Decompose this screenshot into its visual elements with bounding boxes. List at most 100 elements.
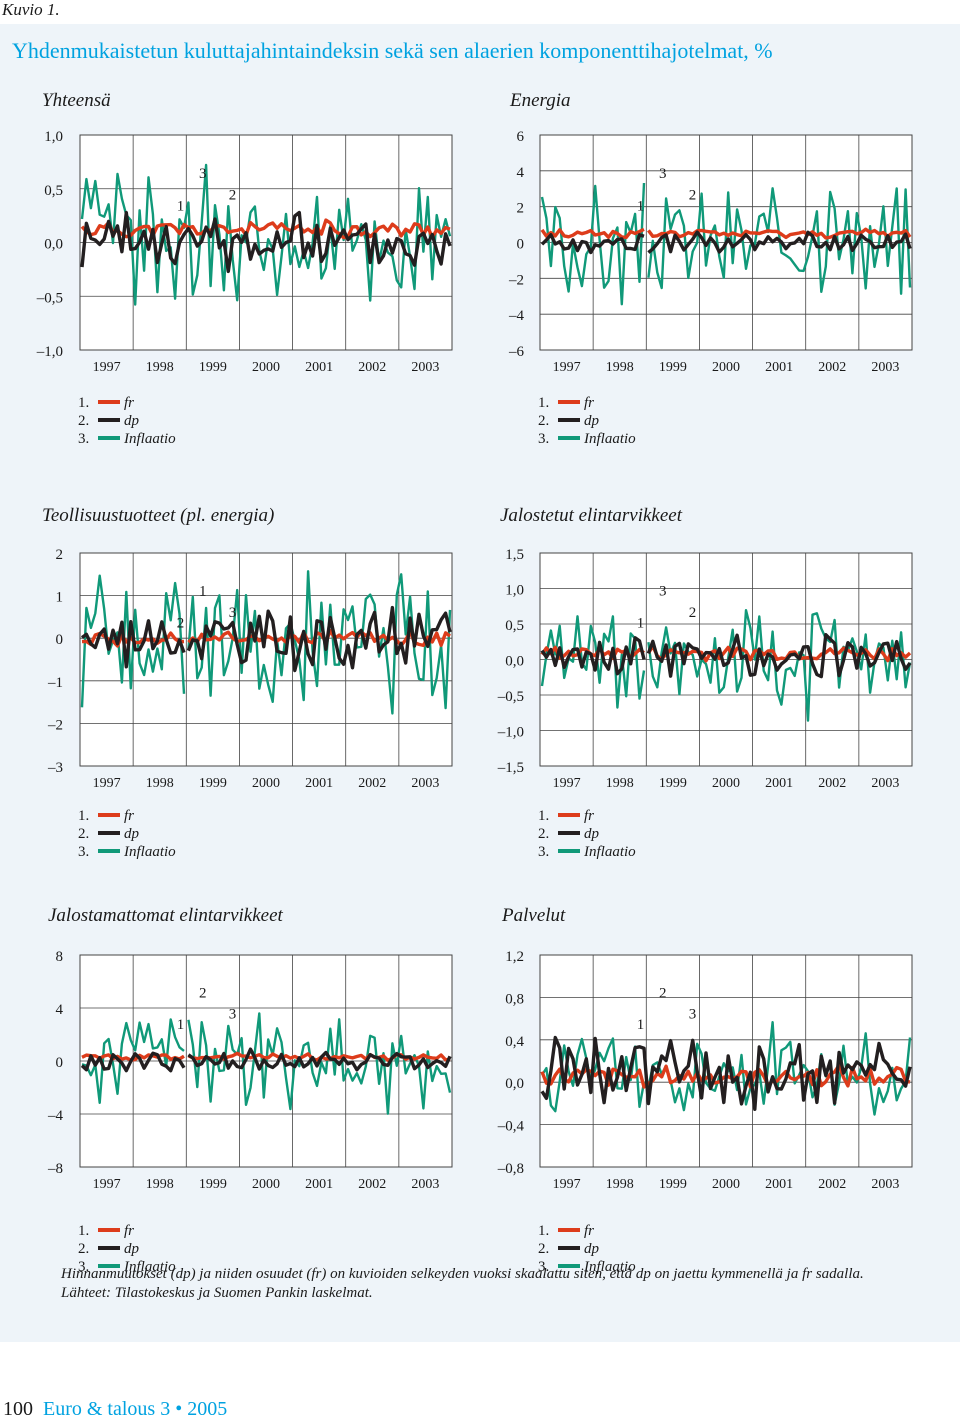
legend-number: 2. — [538, 826, 549, 842]
legend-number: 3. — [538, 844, 549, 860]
x-tick-label: 1999 — [659, 1177, 687, 1192]
series-line-inflaatio — [647, 609, 912, 722]
x-tick-label: 2003 — [411, 776, 439, 791]
legend-label: fr — [124, 395, 134, 411]
y-tick-label: –6 — [508, 344, 525, 360]
y-tick-label: 2 — [517, 201, 525, 217]
series-annotation: 3 — [659, 584, 667, 600]
series-annotation: 2 — [229, 188, 237, 204]
y-tick-label: 8 — [56, 949, 64, 965]
x-tick-label: 2003 — [871, 1177, 899, 1192]
series-annotation: 2 — [689, 605, 697, 621]
y-tick-label: –1 — [47, 675, 63, 691]
x-tick-label: 1997 — [93, 360, 121, 375]
y-tick-label: 0 — [56, 1055, 64, 1071]
x-tick-label: 2000 — [712, 776, 740, 791]
y-tick-label: –0,5 — [497, 689, 524, 705]
series-line-dp — [540, 636, 646, 676]
y-tick-label: –2 — [508, 272, 524, 288]
series-line-inflaatio — [540, 182, 646, 306]
y-tick-label: 6 — [517, 129, 525, 145]
x-tick-label: 1998 — [146, 776, 174, 791]
x-tick-label: 1998 — [606, 1177, 634, 1192]
series-line-fr — [647, 227, 912, 240]
x-tick-label: 2000 — [712, 360, 740, 375]
note-scaling: Hinnanmuutokset (dp) ja niiden osuudet (… — [61, 1266, 864, 1282]
x-tick-label: 1999 — [199, 776, 227, 791]
figure-title: Yhdenmukaistetun kuluttajahintaindeksin … — [12, 38, 773, 63]
plot-area — [79, 552, 453, 767]
series-annotation: 3 — [199, 166, 207, 182]
y-tick-label: –1,0 — [36, 344, 63, 360]
legend-number: 1. — [78, 808, 89, 824]
x-tick-label: 2003 — [871, 776, 899, 791]
x-tick-label: 1997 — [553, 1177, 581, 1192]
y-tick-label: 0,8 — [505, 991, 524, 1007]
series-annotation: 3 — [659, 166, 667, 182]
x-tick-label: 2002 — [818, 776, 846, 791]
figure-label: Kuvio 1. — [2, 0, 60, 19]
series-line-dp — [80, 1051, 186, 1073]
x-tick-label: 1997 — [93, 1177, 121, 1192]
series-annotation: 3 — [229, 605, 237, 621]
x-tick-label: 2001 — [305, 360, 333, 375]
chart-title: Teollisuustuotteet (pl. energia) — [42, 505, 274, 526]
x-tick-label: 1999 — [659, 776, 687, 791]
x-tick-label: 2002 — [358, 360, 386, 375]
figure-notes: Hinnanmuutokset (dp) ja niiden osuudet (… — [61, 1265, 864, 1303]
chart-title: Yhteensä — [42, 90, 111, 111]
legend-number: 2. — [538, 413, 549, 429]
legend-label: dp — [584, 413, 600, 429]
series-annotation: 1 — [177, 1017, 185, 1033]
chart-title: Jalostetut elintarvikkeet — [500, 505, 683, 526]
y-tick-label: 1,0 — [44, 129, 63, 145]
legend-label: Inflaatio — [583, 1259, 636, 1275]
series-line-dp — [186, 605, 452, 673]
chart-title: Jalostamattomat elintarvikkeet — [48, 905, 284, 926]
x-tick-label: 2003 — [411, 360, 439, 375]
y-tick-label: –4 — [508, 308, 525, 324]
y-tick-label: 2 — [56, 547, 64, 563]
legend-number: 2. — [538, 1241, 549, 1257]
series-line-fr — [80, 218, 451, 240]
legend-label: fr — [584, 808, 594, 824]
series-annotation: 2 — [659, 985, 667, 1001]
y-tick-label: 4 — [517, 165, 525, 181]
x-tick-label: 1999 — [659, 360, 687, 375]
x-tick-label: 2000 — [252, 1177, 280, 1192]
legend-number: 1. — [78, 1223, 89, 1239]
x-tick-label: 2001 — [765, 360, 793, 375]
legend-label: Inflaatio — [123, 844, 176, 860]
x-tick-label: 1997 — [93, 776, 121, 791]
x-tick-label: 2001 — [305, 1177, 333, 1192]
series-annotation: 1 — [637, 1017, 645, 1033]
legend-label: dp — [124, 826, 140, 842]
series-annotation: 1 — [199, 584, 207, 600]
series-annotation: 2 — [177, 616, 185, 632]
plot-area — [539, 954, 913, 1168]
series-line-fr — [646, 644, 912, 663]
x-tick-label: 2000 — [252, 776, 280, 791]
page-footer: 100 Euro & talous 3 • 2005 — [3, 1398, 227, 1421]
series-line-inflaatio — [647, 187, 912, 295]
series-line-dp — [80, 619, 186, 669]
chart-title: Energia — [509, 90, 571, 111]
legend-label: dp — [584, 1241, 600, 1257]
x-tick-label: 2001 — [765, 776, 793, 791]
x-tick-label: 2002 — [818, 1177, 846, 1192]
series-line-inflaatio — [80, 574, 186, 708]
x-tick-label: 1998 — [146, 360, 174, 375]
series-annotation: 2 — [689, 188, 697, 204]
y-tick-label: –1,5 — [497, 760, 524, 776]
page-number: 100 — [3, 1398, 33, 1420]
legend-label: Inflaatio — [583, 431, 636, 447]
legend-label: dp — [584, 826, 600, 842]
y-tick-label: 0,0 — [505, 1076, 524, 1092]
y-tick-label: –4 — [47, 1108, 64, 1124]
x-tick-label: 2001 — [765, 1177, 793, 1192]
legend-number: 1. — [538, 1223, 549, 1239]
series-line-dp — [647, 230, 912, 254]
series-line-inflaatio — [187, 1012, 452, 1115]
y-tick-label: 1,5 — [505, 547, 524, 563]
